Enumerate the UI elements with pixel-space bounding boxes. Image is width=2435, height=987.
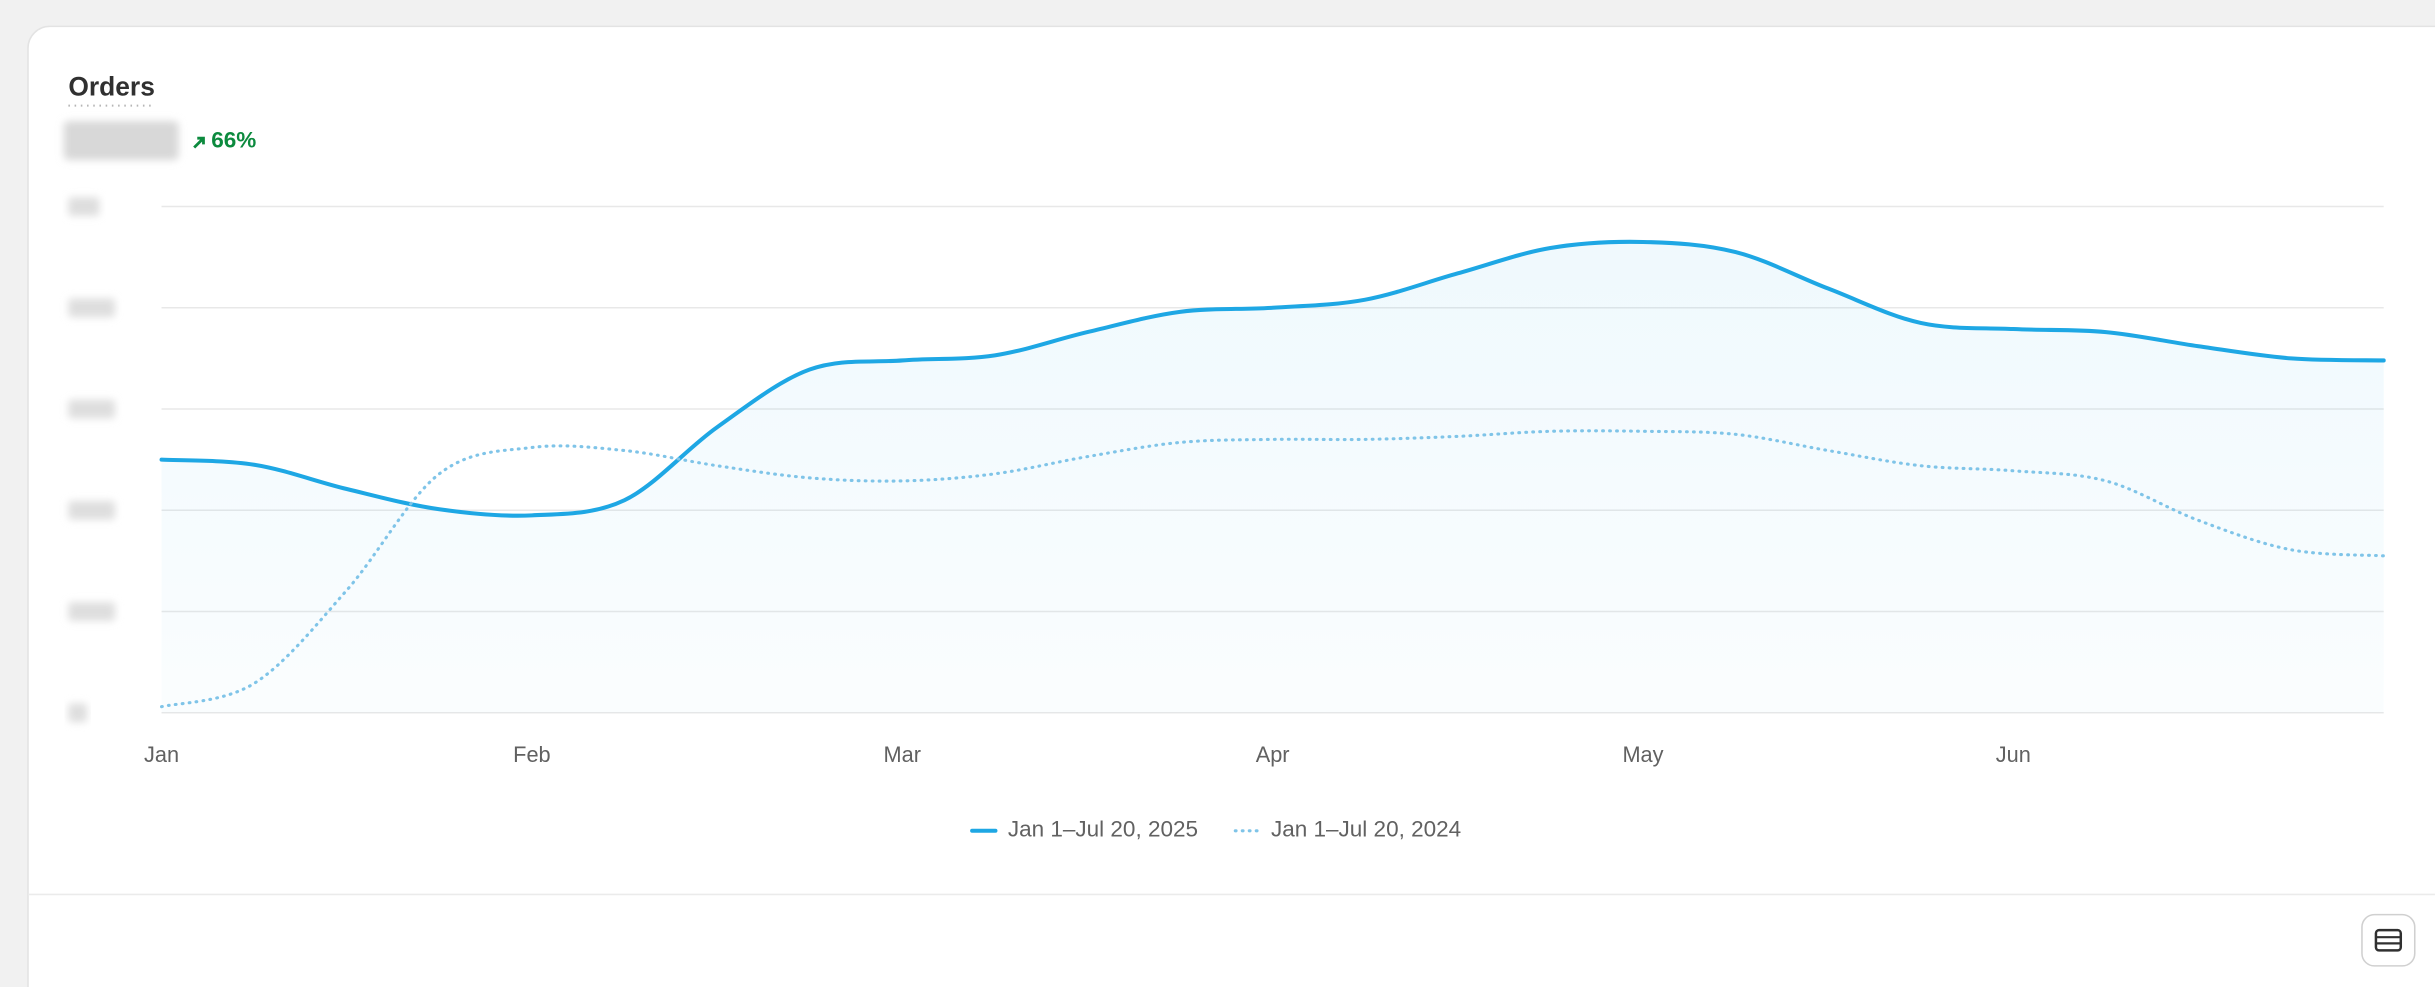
x-tick-label: Feb — [513, 742, 550, 767]
table-toggle[interactable] — [2361, 913, 2416, 967]
x-tick-label: Jun — [1996, 742, 2031, 767]
x-tick-label: Mar — [884, 742, 921, 767]
change-percent: 66% — [211, 127, 256, 152]
blurred-y-label — [68, 602, 115, 621]
blurred-y-label — [68, 399, 115, 419]
blurred-y-label — [68, 500, 115, 520]
x-tick-label: May — [1622, 742, 1663, 767]
x-tick-label: Jan — [144, 742, 179, 767]
series-line — [159, 239, 2386, 518]
up-arrow-icon — [193, 136, 205, 149]
blurred-y-label — [68, 703, 88, 723]
series-area — [161, 241, 2384, 713]
legend-label: Jan 1–Jul 20, 2025 — [1008, 817, 1198, 842]
series-line — [159, 429, 2386, 709]
blurred-total — [63, 121, 179, 160]
card-title: Orders — [68, 71, 154, 101]
legend-label: Jan 1–Jul 20, 2024 — [1271, 817, 1461, 842]
table-icon — [2374, 928, 2403, 952]
blurred-y-label — [68, 197, 100, 216]
blurred-y-label — [68, 298, 115, 318]
x-tick-label: Apr — [1256, 742, 1290, 767]
table-button[interactable] — [2361, 913, 2416, 967]
